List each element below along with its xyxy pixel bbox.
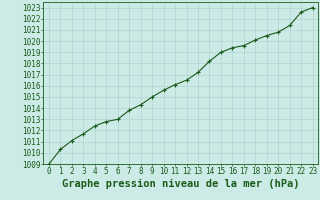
X-axis label: Graphe pression niveau de la mer (hPa): Graphe pression niveau de la mer (hPa) (62, 179, 300, 189)
